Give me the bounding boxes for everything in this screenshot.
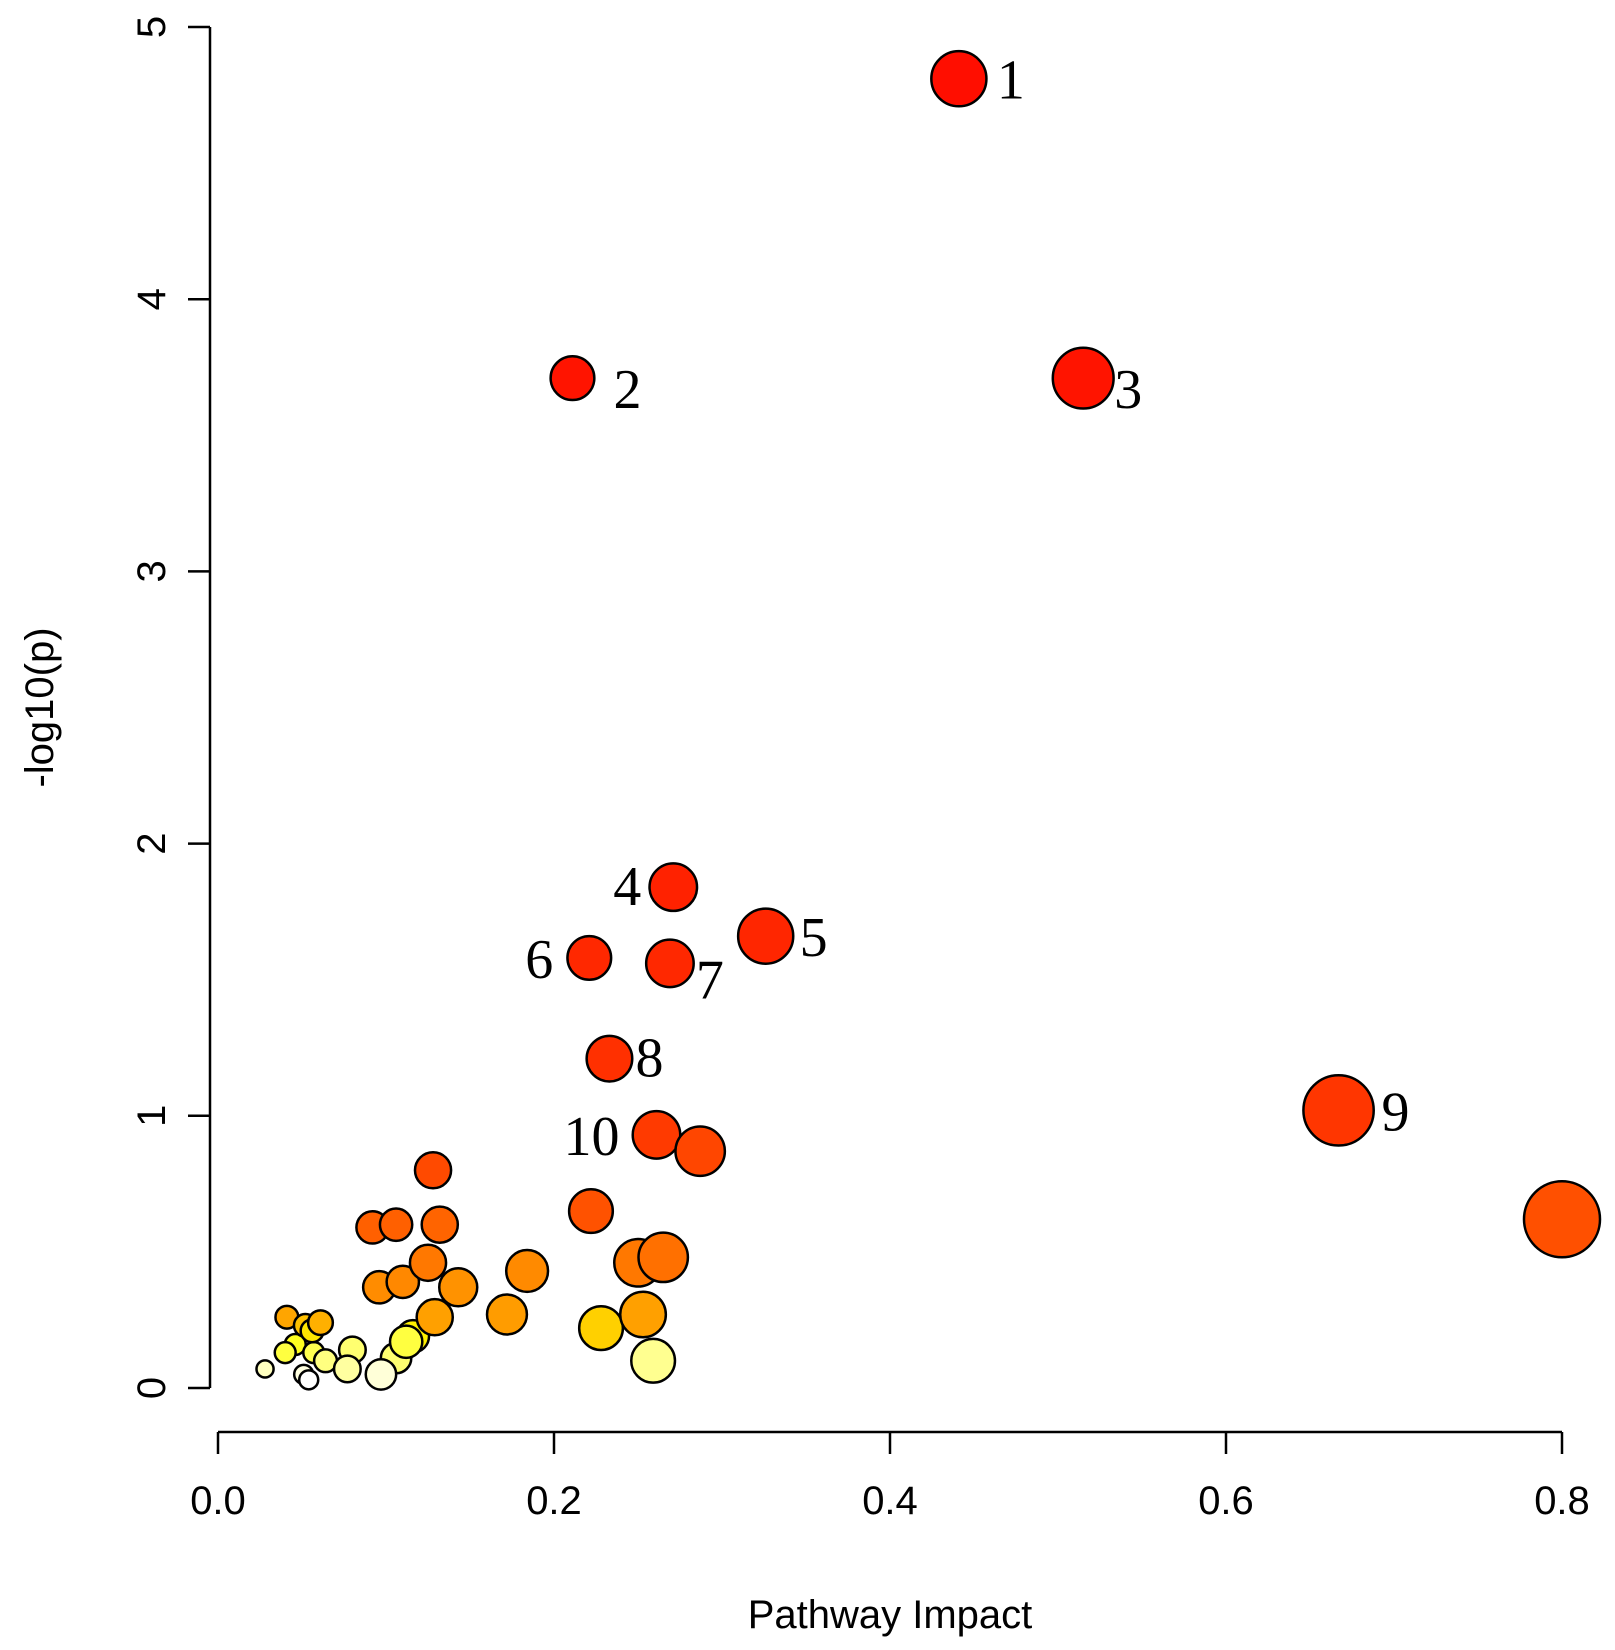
data-point xyxy=(577,1305,625,1352)
data-point xyxy=(1051,346,1115,410)
y-tick-label: 2 xyxy=(130,832,174,854)
point-label-4: 4 xyxy=(613,856,641,918)
x-axis-title: Pathway Impact xyxy=(748,1593,1033,1637)
data-point xyxy=(630,1337,677,1384)
point-labels: 1 2 3 4 5 6 78 9 10 xyxy=(525,50,1409,1168)
data-point xyxy=(297,1369,320,1391)
y-tick-label: 0 xyxy=(130,1377,174,1399)
data-point xyxy=(504,1248,550,1294)
data-point xyxy=(388,1324,424,1360)
point-label-3: 3 xyxy=(1114,359,1142,421)
point-label-8: 8 xyxy=(635,1028,663,1090)
data-point xyxy=(566,934,613,982)
point-label-2: 2 xyxy=(613,359,641,421)
data-point xyxy=(306,1309,335,1337)
data-point xyxy=(364,1357,398,1391)
data-point xyxy=(1302,1073,1375,1147)
data-point xyxy=(420,1205,460,1244)
data-point xyxy=(644,938,695,989)
data-point xyxy=(485,1293,529,1336)
point-label-6: 6 xyxy=(525,929,553,991)
point-label-10: 10 xyxy=(563,1106,619,1168)
y-axis-title: -log10(p) xyxy=(18,627,62,787)
data-point xyxy=(437,1267,479,1308)
x-tick-label: 0.6 xyxy=(1198,1479,1254,1523)
data-point xyxy=(567,1187,615,1235)
data-point xyxy=(549,355,596,402)
data-point xyxy=(413,1150,453,1190)
data-point xyxy=(1522,1179,1602,1259)
data-point xyxy=(255,1359,275,1379)
data-point xyxy=(930,49,988,108)
data-point xyxy=(736,907,795,965)
data-point xyxy=(332,1354,362,1384)
data-point xyxy=(631,1109,682,1160)
y-tick-label: 3 xyxy=(130,560,174,582)
y-tick-label: 1 xyxy=(130,1105,174,1127)
data-point xyxy=(674,1125,727,1178)
data-point xyxy=(648,862,699,913)
data-point xyxy=(618,1290,668,1339)
data-points xyxy=(255,49,1602,1391)
point-label-1: 1 xyxy=(997,50,1025,112)
x-tick-label: 0.2 xyxy=(526,1479,582,1523)
data-point xyxy=(385,1264,421,1300)
data-point xyxy=(415,1297,455,1337)
data-point xyxy=(378,1207,414,1243)
x-tick-label: 0.4 xyxy=(862,1479,918,1523)
point-label-9: 9 xyxy=(1382,1081,1410,1143)
data-point xyxy=(637,1231,690,1284)
y-tick-label: 5 xyxy=(130,16,174,38)
data-point xyxy=(408,1243,448,1283)
data-point xyxy=(585,1034,634,1083)
x-tick-label: 0.8 xyxy=(1534,1479,1590,1523)
y-axis: 0 1 2 3 4 5 xyxy=(130,16,212,1399)
x-tick-label: 0.0 xyxy=(190,1479,246,1523)
data-point xyxy=(273,1340,297,1365)
x-axis: 0.0 0.2 0.4 0.6 0.8 xyxy=(190,1430,1590,1523)
point-label-7: 7 xyxy=(696,949,724,1011)
point-label-5: 5 xyxy=(800,907,828,969)
y-tick-label: 4 xyxy=(130,288,174,310)
